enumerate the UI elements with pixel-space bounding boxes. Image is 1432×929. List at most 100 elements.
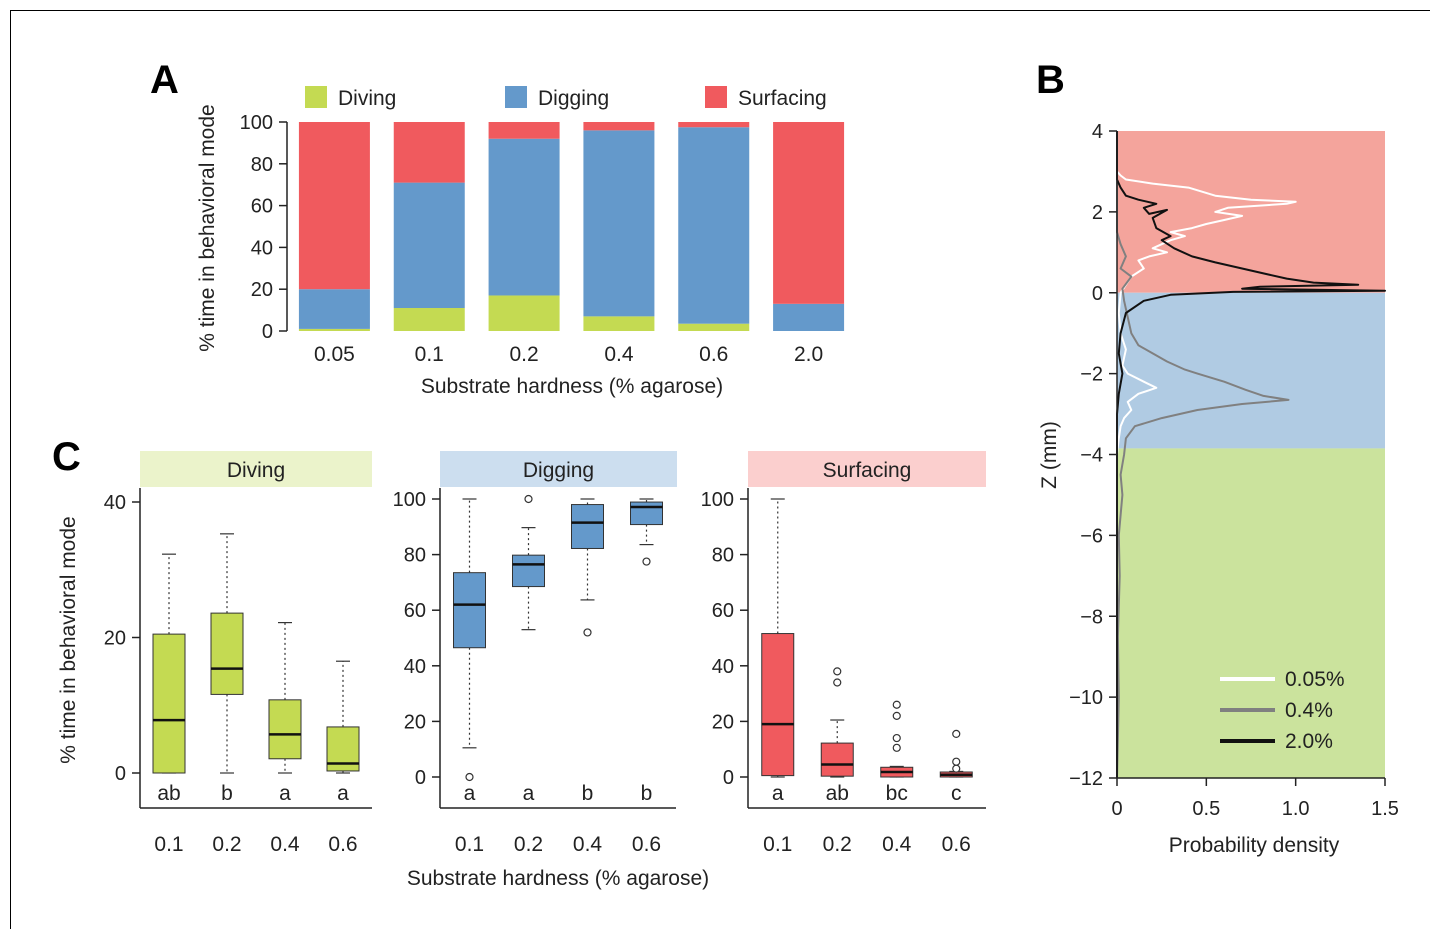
chart-a-ytick-label: 20 bbox=[251, 279, 273, 301]
chart-b-ytick-label: −12 bbox=[1069, 768, 1103, 790]
chart-c-title: Digging bbox=[523, 459, 594, 482]
chart-a-bar-surfacing bbox=[393, 122, 465, 183]
chart-a-bar-diving bbox=[393, 308, 465, 331]
chart-c-outlier bbox=[892, 743, 901, 752]
chart-c-outlier bbox=[952, 757, 961, 766]
chart-c-sig-letter: a bbox=[772, 782, 784, 805]
chart-c-xtick-label: 0.6 bbox=[942, 833, 971, 856]
chart-a-legend-label: Diving bbox=[338, 87, 396, 110]
chart-c-outlier bbox=[952, 729, 961, 739]
chart-b-ytick-label: 2 bbox=[1092, 202, 1103, 224]
chart-c-xtick-label: 0.4 bbox=[270, 833, 300, 856]
chart-c-box bbox=[268, 699, 302, 760]
chart-c-outlier bbox=[952, 764, 961, 773]
chart-a-ytick-label: 40 bbox=[251, 237, 273, 259]
chart-c-sig-letter: a bbox=[523, 782, 535, 805]
chart-a-bar-diving bbox=[488, 295, 560, 331]
chart-a-ylabel: % time in behavioral mode bbox=[196, 104, 219, 351]
chart-c-outlier bbox=[892, 711, 901, 720]
chart-a-bar-diving bbox=[298, 328, 370, 331]
chart-c-sig-letter: b bbox=[221, 782, 233, 805]
chart-a-ytick-label: 0 bbox=[262, 321, 273, 343]
chart-c-box bbox=[820, 742, 854, 777]
chart-a-bar-diving bbox=[678, 323, 750, 331]
chart-b-zone bbox=[1117, 448, 1385, 778]
chart-b-ytick-label: 0 bbox=[1092, 283, 1103, 305]
chart-c-title: Diving bbox=[227, 459, 285, 482]
panel-label-a: A bbox=[150, 58, 179, 102]
chart-a-bar-digging bbox=[583, 130, 655, 317]
chart-a-bar-digging bbox=[773, 303, 845, 331]
chart-a-xtick-label: 0.6 bbox=[699, 343, 728, 366]
chart-a-bar-surfacing bbox=[678, 122, 750, 128]
chart-b-ytick-label: −4 bbox=[1080, 445, 1103, 467]
chart-b-xtick-label: 0 bbox=[1111, 798, 1122, 820]
chart-b-line-2.0% bbox=[1116, 131, 1386, 778]
chart-c-outlier bbox=[833, 678, 842, 687]
chart-b-line-0.05% bbox=[1116, 131, 1297, 778]
chart-c-xtick-label: 0.6 bbox=[632, 833, 661, 856]
chart-b-xtick-label: 1.0 bbox=[1282, 798, 1310, 820]
panel-label-c: C bbox=[52, 435, 81, 479]
chart-a-bar-digging bbox=[298, 289, 370, 329]
chart-b-ytick-label: −8 bbox=[1080, 606, 1103, 628]
chart-a-xtick-label: 0.05 bbox=[314, 343, 355, 366]
chart-a-legend-label: Digging bbox=[538, 87, 609, 110]
chart-c: Substrate hardness (% agarose) % time in… bbox=[57, 451, 986, 890]
chart-c-ytick-label: 100 bbox=[393, 489, 426, 511]
chart-a-xlabel: Substrate hardness (% agarose) bbox=[421, 375, 723, 398]
chart-c-ytick-label: 60 bbox=[712, 600, 734, 622]
chart-c-outlier bbox=[583, 628, 592, 637]
chart-a-legend-swatch bbox=[305, 86, 327, 108]
chart-c-xtick-label: 0.2 bbox=[212, 833, 241, 856]
chart-c-box bbox=[210, 612, 244, 695]
chart-c-ytick-label: 80 bbox=[404, 545, 426, 567]
chart-b-xlabel: Probability density bbox=[1169, 834, 1340, 857]
chart-a-bar-digging bbox=[678, 127, 750, 324]
chart-c-sig-letter: b bbox=[582, 782, 594, 805]
chart-c-ytick-label: 0 bbox=[115, 763, 126, 785]
chart-a-bar-digging bbox=[393, 182, 465, 309]
chart-c-ytick-label: 0 bbox=[723, 767, 734, 789]
chart-b-ytick-label: −10 bbox=[1069, 687, 1103, 709]
chart-a-bar-diving bbox=[583, 316, 655, 331]
chart-c-ytick-label: 20 bbox=[404, 711, 426, 733]
chart-c-ytick-label: 0 bbox=[415, 767, 426, 789]
chart-b-legend-label: 2.0% bbox=[1285, 730, 1333, 753]
chart-c-xtick-label: 0.1 bbox=[154, 833, 183, 856]
panel-label-b: B bbox=[1036, 58, 1065, 102]
chart-c-box bbox=[152, 633, 186, 774]
chart-c-ylabel: % time in behavioral mode bbox=[57, 516, 80, 763]
chart-c-box bbox=[761, 633, 795, 777]
chart-c-ytick-label: 40 bbox=[712, 656, 734, 678]
chart-a-bar-surfacing bbox=[488, 122, 560, 139]
chart-c-xtick-label: 0.2 bbox=[823, 833, 852, 856]
chart-c-xtick-label: 0.4 bbox=[573, 833, 603, 856]
chart-c-sig-letter: c bbox=[951, 782, 962, 805]
chart-a-legend-label: Surfacing bbox=[738, 87, 827, 110]
chart-b: Probability density Z (mm) 4 2 0 −2 −4 −6 −8 −1… bbox=[1038, 121, 1399, 857]
chart-a-bar-surfacing bbox=[583, 122, 655, 131]
chart-a-xtick-label: 0.4 bbox=[604, 343, 634, 366]
chart-b-zone bbox=[1117, 292, 1385, 449]
chart-c-sig-letter: b bbox=[641, 782, 653, 805]
chart-b-ytick-label: 4 bbox=[1092, 121, 1103, 143]
chart-c-sig-letter: ab bbox=[157, 782, 180, 805]
chart-c-header-diving bbox=[140, 451, 372, 487]
chart-c-sig-letter: bc bbox=[886, 782, 908, 805]
chart-c-ytick-label: 20 bbox=[104, 628, 126, 650]
chart-c-xlabel: Substrate hardness (% agarose) bbox=[407, 867, 709, 890]
chart-c-sig-letter: ab bbox=[826, 782, 849, 805]
chart-c-outlier bbox=[833, 667, 842, 676]
chart-c-ytick-label: 40 bbox=[104, 492, 126, 514]
chart-c-ytick-label: 60 bbox=[404, 600, 426, 622]
chart-c-xtick-label: 0.6 bbox=[328, 833, 357, 856]
chart-b-legend-label: 0.05% bbox=[1285, 668, 1345, 691]
chart-c-box bbox=[630, 501, 663, 526]
chart-c-ytick-label: 20 bbox=[712, 711, 734, 733]
chart-c-xtick-label: 0.1 bbox=[455, 833, 484, 856]
chart-b-ylabel: Z (mm) bbox=[1038, 421, 1061, 489]
chart-c-ytick-label: 100 bbox=[701, 489, 734, 511]
chart-c-header-surfacing bbox=[748, 451, 986, 487]
